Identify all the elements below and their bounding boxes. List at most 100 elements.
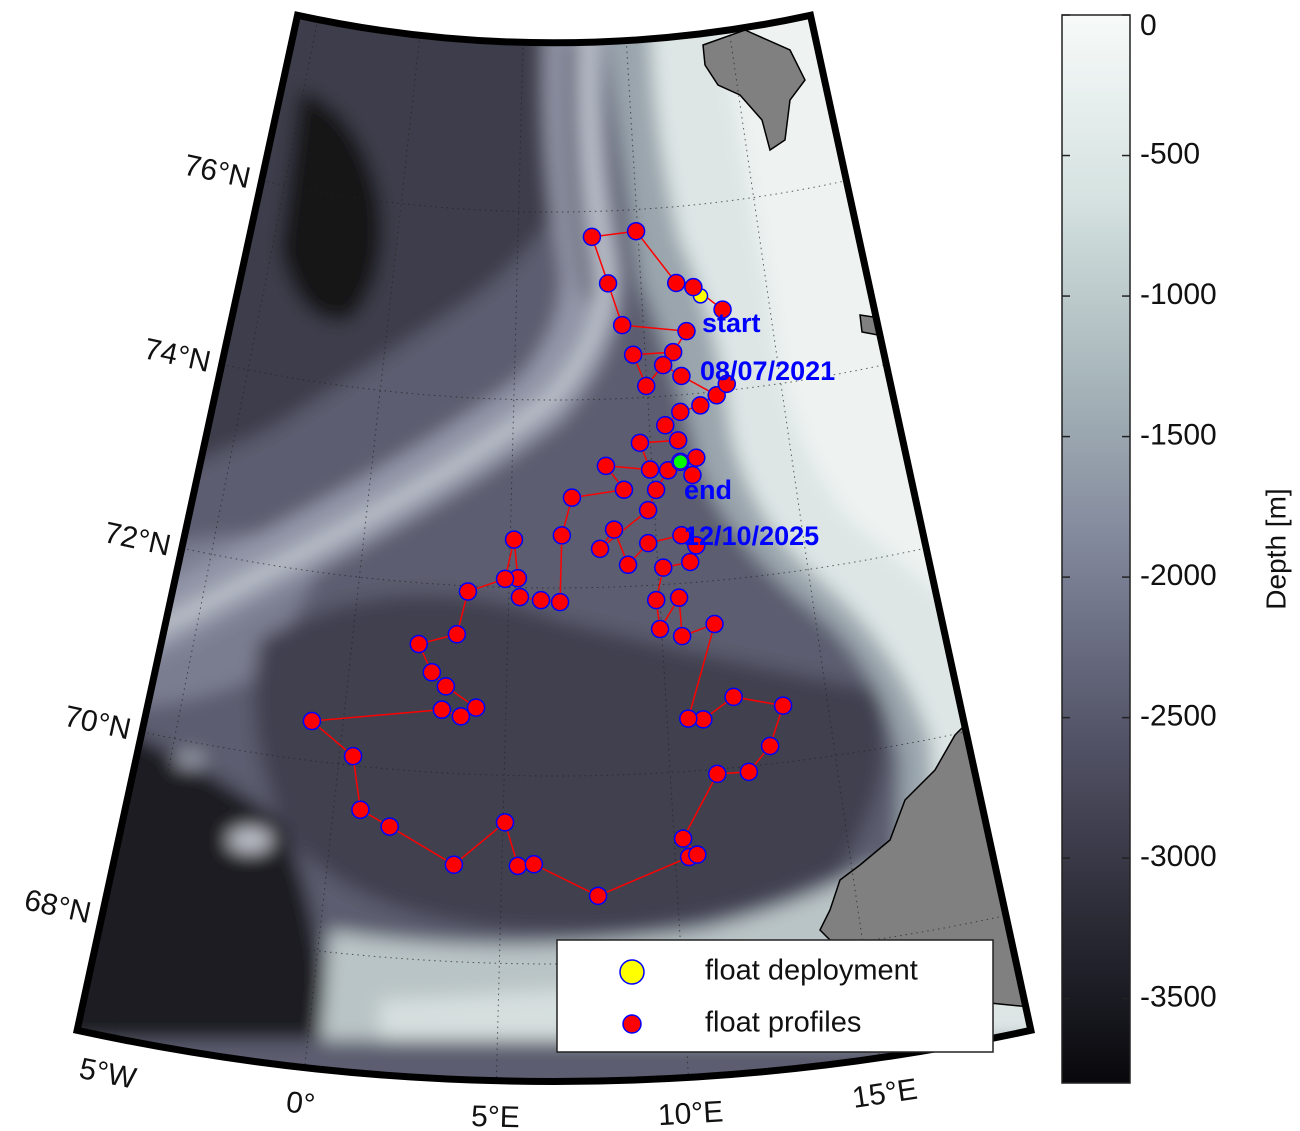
lat-tick-label: 76°N — [181, 149, 254, 195]
profile-marker — [598, 274, 618, 293]
profile-marker — [432, 700, 452, 719]
colorbar: 0 -500 -1000 -1500 -2000 -2500 -3000 -3500 Depth… — [1061, 9, 1291, 1084]
profile-marker — [508, 856, 528, 876]
profile-marker — [687, 448, 706, 467]
profile-marker — [436, 677, 456, 696]
profile-marker — [713, 300, 732, 319]
profile-marker — [683, 465, 702, 485]
profile-marker — [707, 386, 726, 405]
profile-marker — [646, 480, 666, 500]
lat-tick-label: 74°N — [141, 332, 214, 378]
lon-tick-label: 0° — [285, 1086, 317, 1122]
profile-marker — [451, 707, 471, 726]
legend-entries: float deployment float profiles — [619, 955, 918, 1039]
profile-marker — [618, 555, 638, 575]
profile-marker — [524, 855, 544, 874]
profile-marker — [671, 402, 690, 422]
profile-marker — [630, 433, 650, 453]
profile-marker — [663, 342, 683, 362]
lon-tick-label: 15°E — [850, 1073, 919, 1115]
annotation: 12/10/2025 — [684, 521, 819, 551]
profile-marker — [495, 813, 515, 832]
colorbar-label: Depth [m] — [1260, 488, 1291, 609]
colorbar-tick-label: 0 — [1140, 9, 1157, 42]
profile-marker — [444, 855, 464, 874]
profile-marker — [531, 590, 551, 610]
profile-marker — [672, 526, 691, 545]
profile-marker — [688, 845, 707, 864]
profile-marker — [636, 376, 656, 396]
profile-marker — [409, 634, 429, 654]
profile-marker — [495, 569, 515, 589]
grid-line — [141, 731, 967, 777]
profile-marker — [614, 480, 634, 499]
profile-marker — [653, 355, 673, 375]
lat-tick-label: 70°N — [61, 700, 134, 746]
profile-marker — [673, 829, 693, 848]
colorbar-tick-label: -500 — [1140, 137, 1200, 170]
profile-marker — [687, 536, 706, 555]
profile-marker — [680, 552, 700, 572]
lon-tick-label: 10°E — [657, 1095, 724, 1131]
lon-tick-label: 5°E — [471, 1100, 521, 1131]
grid-line — [181, 547, 927, 589]
profile-marker — [510, 587, 530, 607]
profile-marker — [739, 762, 759, 782]
profile-marker — [302, 711, 322, 731]
profile-marker — [672, 626, 692, 646]
legend: float deployment float profiles — [556, 939, 994, 1053]
profile-marker — [668, 431, 688, 450]
profile-marker — [626, 221, 646, 241]
profile-marker — [504, 530, 524, 549]
lon-tick-label: 5°W — [76, 1052, 139, 1096]
grid-line — [101, 915, 1007, 965]
profile-marker — [650, 619, 670, 639]
legend-label: float profiles — [705, 1007, 861, 1039]
profile-marker — [666, 273, 686, 293]
legend-marker — [622, 1014, 642, 1034]
legend-label: float deployment — [705, 955, 918, 987]
profile-marker — [588, 886, 608, 906]
profile-marker — [458, 582, 478, 601]
profile-marker — [677, 321, 696, 341]
lat-tick-label: 72°N — [101, 516, 174, 562]
annotation: start — [702, 308, 761, 338]
legend-marker — [619, 959, 645, 985]
annotation: end — [684, 475, 732, 505]
end-marker — [672, 454, 688, 470]
profile-marker — [654, 558, 673, 577]
colorbar-tick-label: -3500 — [1140, 981, 1217, 1014]
profile-marker — [646, 590, 666, 610]
annotation: 08/07/2021 — [700, 356, 835, 386]
profile-marker — [466, 698, 486, 717]
profile-marker — [655, 416, 675, 435]
profile-marker — [640, 460, 660, 479]
profile-marker — [582, 227, 602, 247]
colorbar-tick-label: -1000 — [1140, 278, 1217, 311]
graticule — [101, 19, 1007, 1081]
profile-marker — [638, 533, 658, 553]
lat-tick-label: 68°N — [21, 884, 94, 930]
profile-marker — [351, 800, 370, 820]
colorbar-ramp — [1061, 14, 1131, 1084]
profile-marker — [550, 592, 570, 612]
profile-marker — [638, 500, 658, 520]
profile-marker — [552, 526, 572, 545]
profile-marker — [672, 366, 691, 386]
profile-marker — [562, 488, 582, 507]
profile-marker — [343, 746, 363, 766]
profile-marker — [590, 539, 610, 559]
profile-marker — [717, 374, 737, 394]
profile-marker — [705, 614, 724, 634]
float-track — [302, 221, 793, 906]
colorbar-tick-label: -1500 — [1140, 419, 1217, 452]
profile-marker — [708, 764, 727, 784]
profile-marker — [691, 396, 710, 415]
profile-marker — [724, 687, 743, 707]
profile-marker — [447, 625, 467, 644]
profile-marker — [604, 520, 624, 539]
profile-marker — [422, 663, 442, 682]
profile-marker — [623, 345, 643, 364]
profile-marker — [684, 277, 703, 297]
